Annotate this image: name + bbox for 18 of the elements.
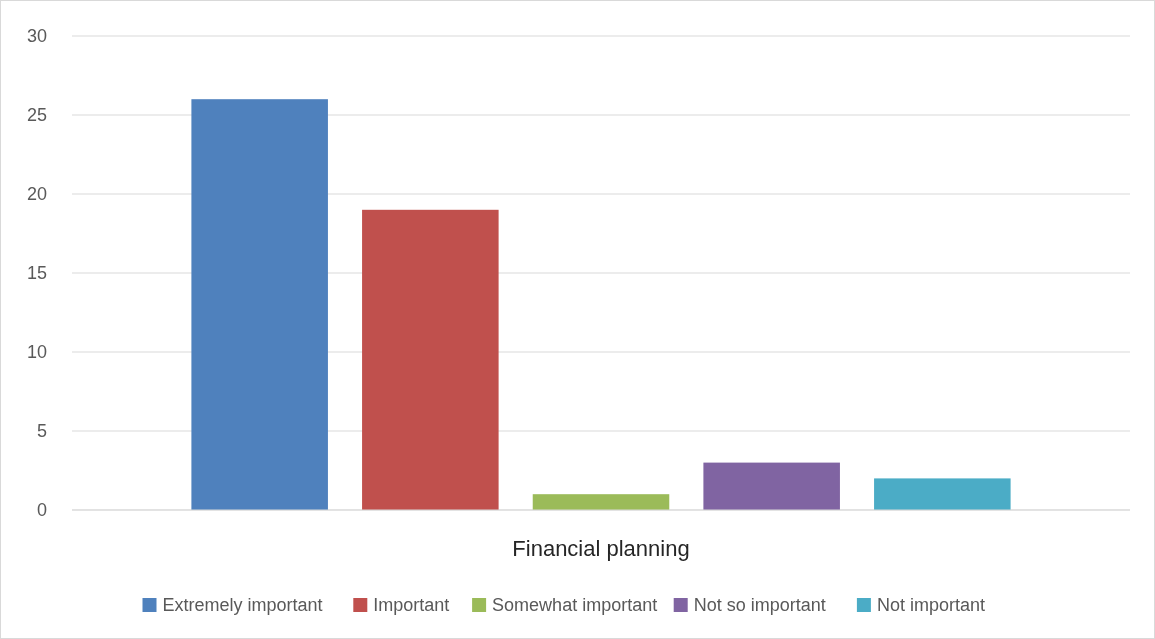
y-tick-label: 30 [26, 26, 47, 47]
legend-label: Somewhat important [492, 595, 658, 616]
legend-label: Important [373, 595, 450, 616]
y-tick-label: 5 [36, 421, 47, 442]
bar [874, 478, 1011, 510]
bar [703, 462, 840, 510]
y-tick-label: 15 [26, 263, 47, 284]
legend-label: Not so important [693, 595, 826, 616]
y-tick-label: 0 [36, 500, 47, 521]
y-tick-label: 10 [26, 342, 47, 363]
bar [191, 99, 328, 510]
x-tick-label: Financial planning [512, 536, 690, 561]
bar [362, 209, 499, 510]
legend-label: Not important [876, 595, 985, 616]
y-tick-label: 25 [26, 105, 47, 126]
bar [532, 494, 670, 510]
y-tick-label: 20 [26, 184, 47, 205]
legend-label: Extremely important [162, 595, 323, 616]
